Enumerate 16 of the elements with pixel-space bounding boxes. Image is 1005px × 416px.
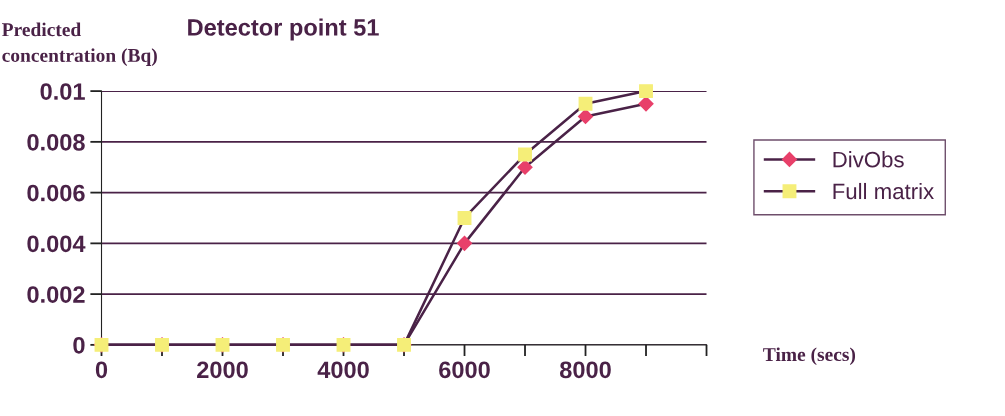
x-tick-label: 6000	[439, 361, 490, 379]
y-tick-label: 0.01	[40, 83, 85, 100]
y-axis-title: Predicted concentration (Bq)	[2, 22, 157, 66]
x-tick-label: 8000	[560, 361, 611, 379]
legend-label: DivObs	[833, 151, 904, 168]
y-tick-label: 0.006	[27, 184, 85, 202]
x-tick-label: 4000	[317, 361, 369, 379]
x-tick-label: 0	[95, 361, 108, 379]
y-tick-label: 0	[73, 336, 85, 354]
y-tick-label: 0.002	[27, 286, 85, 303]
chart-title: Detector point 51	[188, 18, 379, 41]
y-tick-label: 0.004	[27, 235, 86, 253]
x-tick-label: 2000	[197, 361, 248, 379]
y-tick-label: 0.008	[27, 133, 85, 151]
x-axis-title: Time (secs)	[763, 347, 856, 366]
legend-label: Full matrix	[833, 182, 934, 200]
